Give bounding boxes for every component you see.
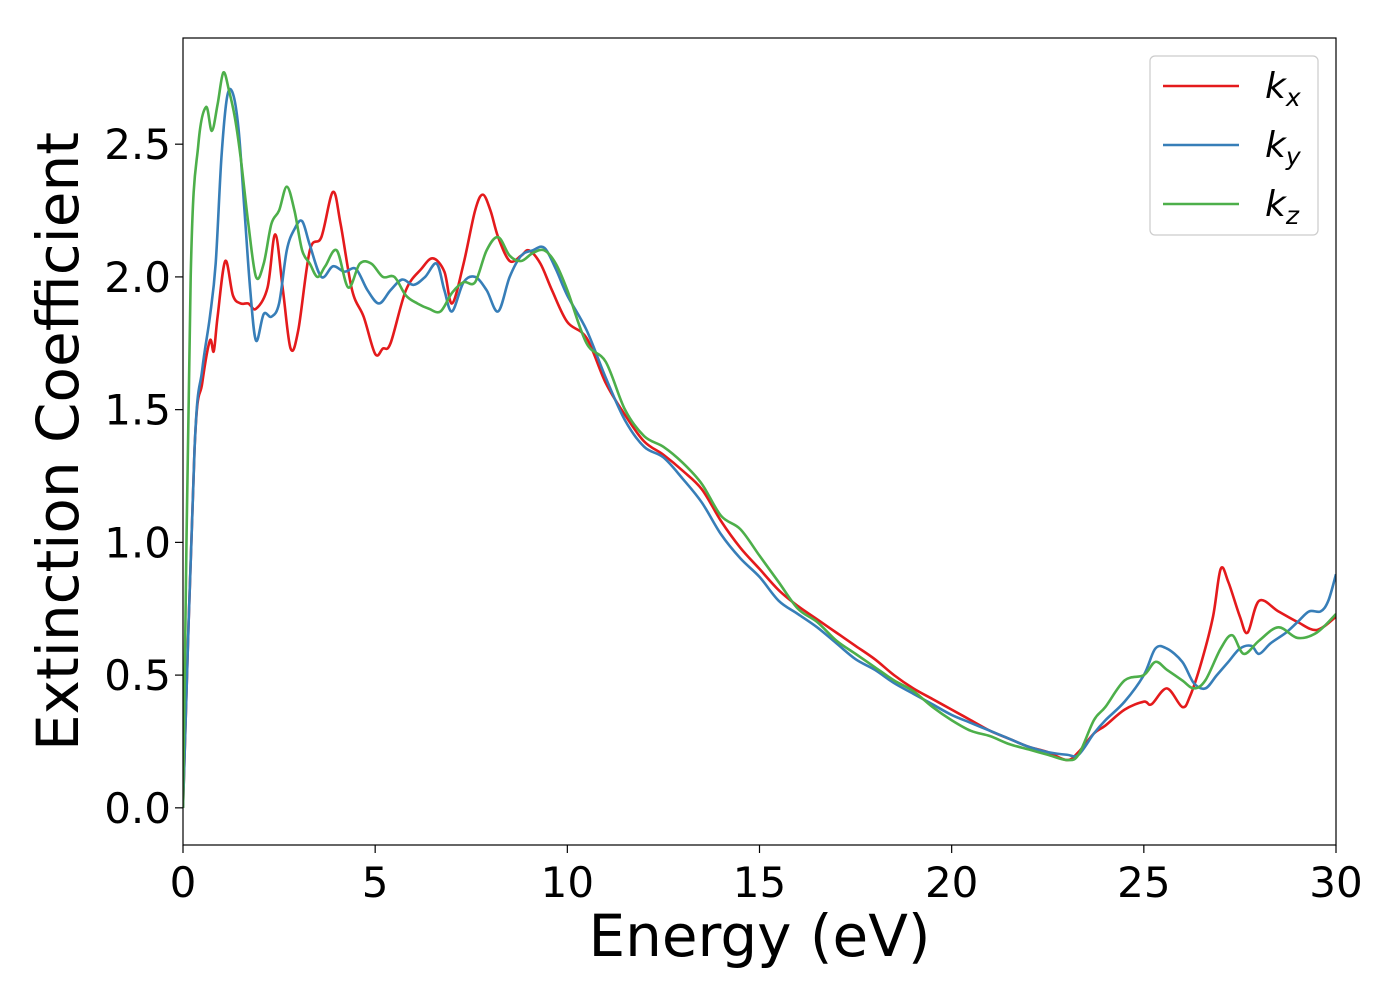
ticks-layer: 0 5 10 15 20 25 30 0.0 0.5 1.0 1.5 2.0 2.5 bbox=[104, 120, 1363, 907]
y-tick-label: 2.0 bbox=[104, 253, 171, 302]
y-tick-label: 0.5 bbox=[104, 651, 171, 700]
x-tick-label: 15 bbox=[733, 858, 786, 907]
x-tick-label: 10 bbox=[541, 858, 594, 907]
series-line-z bbox=[183, 71, 1336, 808]
x-tick-label: 0 bbox=[170, 858, 197, 907]
y-tick-label: 0.0 bbox=[104, 784, 171, 833]
x-tick-label: 5 bbox=[362, 858, 389, 907]
x-tick-label: 25 bbox=[1117, 858, 1170, 907]
y-tick-label: 2.5 bbox=[104, 120, 171, 169]
y-tick-label: 1.0 bbox=[104, 518, 171, 567]
y-axis-label: Extinction Coefficient bbox=[24, 132, 92, 751]
series-line-x bbox=[183, 190, 1336, 808]
x-axis-label: Energy (eV) bbox=[588, 902, 930, 970]
x-tick-label: 20 bbox=[925, 858, 978, 907]
series-line-y bbox=[183, 87, 1336, 808]
y-tick-label: 1.5 bbox=[104, 386, 171, 435]
series-layer bbox=[183, 71, 1336, 808]
x-tick-label: 30 bbox=[1309, 858, 1362, 907]
